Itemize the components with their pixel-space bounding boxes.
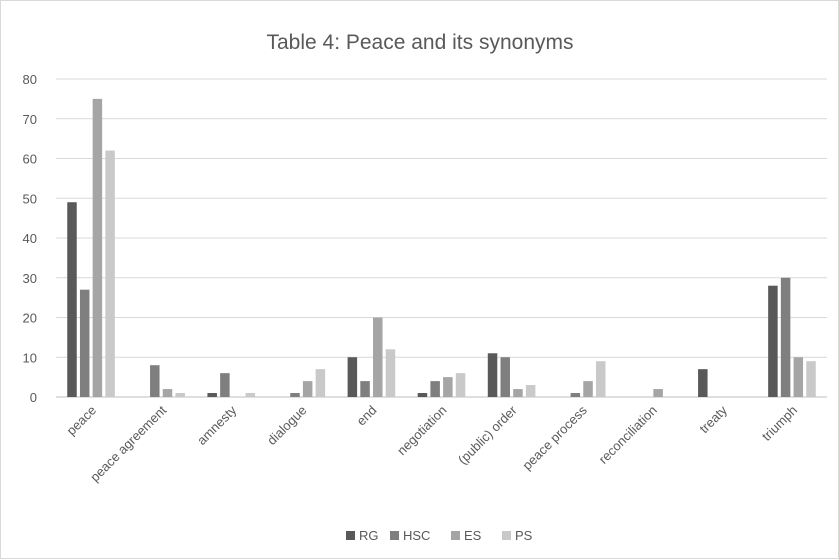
legend-swatch-es	[451, 531, 460, 540]
bar-rg-2	[207, 393, 217, 397]
x-tick-label: negotiation	[394, 403, 450, 459]
bar-hsc-6	[500, 357, 510, 397]
bar-hsc-1	[150, 365, 160, 397]
x-tick-label: peace process	[519, 402, 590, 473]
y-tick-label: 60	[23, 152, 37, 167]
bar-rg-0	[67, 202, 77, 397]
bar-rg-6	[487, 353, 498, 397]
bar-hsc-10	[780, 277, 791, 397]
bar-hsc-7	[570, 393, 581, 397]
x-tick-label: dialogue	[264, 403, 309, 448]
bar-hsc-4	[360, 381, 370, 397]
bar-es-10	[793, 357, 804, 397]
bar-ps-7	[595, 361, 606, 397]
bar-es-5	[443, 377, 453, 397]
x-tick-label: end	[354, 403, 380, 429]
bar-rg-10	[768, 285, 778, 397]
legend-label-es: ES	[464, 528, 482, 543]
y-tick-label: 40	[23, 231, 37, 246]
x-tick-label: peace agreement	[87, 402, 169, 484]
legend-label-ps: PS	[515, 528, 533, 543]
bar-es-1	[162, 389, 173, 397]
x-tick-label: peace	[64, 403, 100, 439]
bar-ps-10	[806, 361, 816, 397]
bar-ps-2	[245, 393, 256, 397]
bar-ps-5	[455, 373, 466, 397]
legend-label-hsc: HSC	[403, 528, 430, 543]
legend: RG HSC ES PS	[346, 528, 533, 543]
bar-es-7	[583, 381, 593, 397]
y-tick-label: 80	[23, 72, 37, 87]
x-tick-label: triumph	[759, 403, 800, 444]
bar-es-8	[653, 389, 663, 397]
bar-es-3	[302, 381, 313, 397]
x-tick-label: reconciliation	[596, 403, 660, 467]
x-tick-label: treaty	[696, 402, 730, 436]
bar-hsc-2	[220, 373, 230, 397]
bar-rg-9	[698, 369, 708, 397]
y-tick-label: 10	[23, 350, 37, 365]
bar-rg-5	[417, 393, 428, 397]
bar-ps-3	[315, 369, 326, 397]
x-tick-label: amnesty	[194, 402, 240, 448]
bar-es-6	[513, 389, 523, 397]
x-tick-label: (public) order	[455, 402, 520, 467]
y-tick-label: 50	[23, 191, 37, 206]
y-axis: 0 10 20 30 40 50 60 70 80	[23, 72, 37, 405]
bar-ps-1	[175, 393, 185, 397]
bar-hsc-5	[430, 381, 440, 397]
bar-rg-4	[347, 357, 358, 397]
legend-swatch-rg	[346, 531, 355, 540]
bar-hsc-0	[79, 289, 90, 397]
y-tick-label: 20	[23, 311, 37, 326]
legend-label-rg: RG	[359, 528, 379, 543]
y-tick-label: 70	[23, 112, 37, 127]
bars	[67, 98, 816, 397]
bar-es-4	[373, 317, 383, 397]
bar-hsc-3	[290, 393, 300, 397]
y-tick-label: 0	[30, 390, 37, 405]
bar-ps-0	[105, 150, 115, 397]
bar-ps-6	[525, 385, 536, 397]
gridlines	[56, 78, 827, 398]
legend-swatch-ps	[502, 531, 511, 540]
y-tick-label: 30	[23, 271, 37, 286]
bar-es-0	[92, 98, 103, 397]
legend-swatch-hsc	[390, 531, 399, 540]
bar-ps-4	[385, 349, 396, 397]
chart-title: Table 4: Peace and its synonyms	[266, 31, 573, 54]
